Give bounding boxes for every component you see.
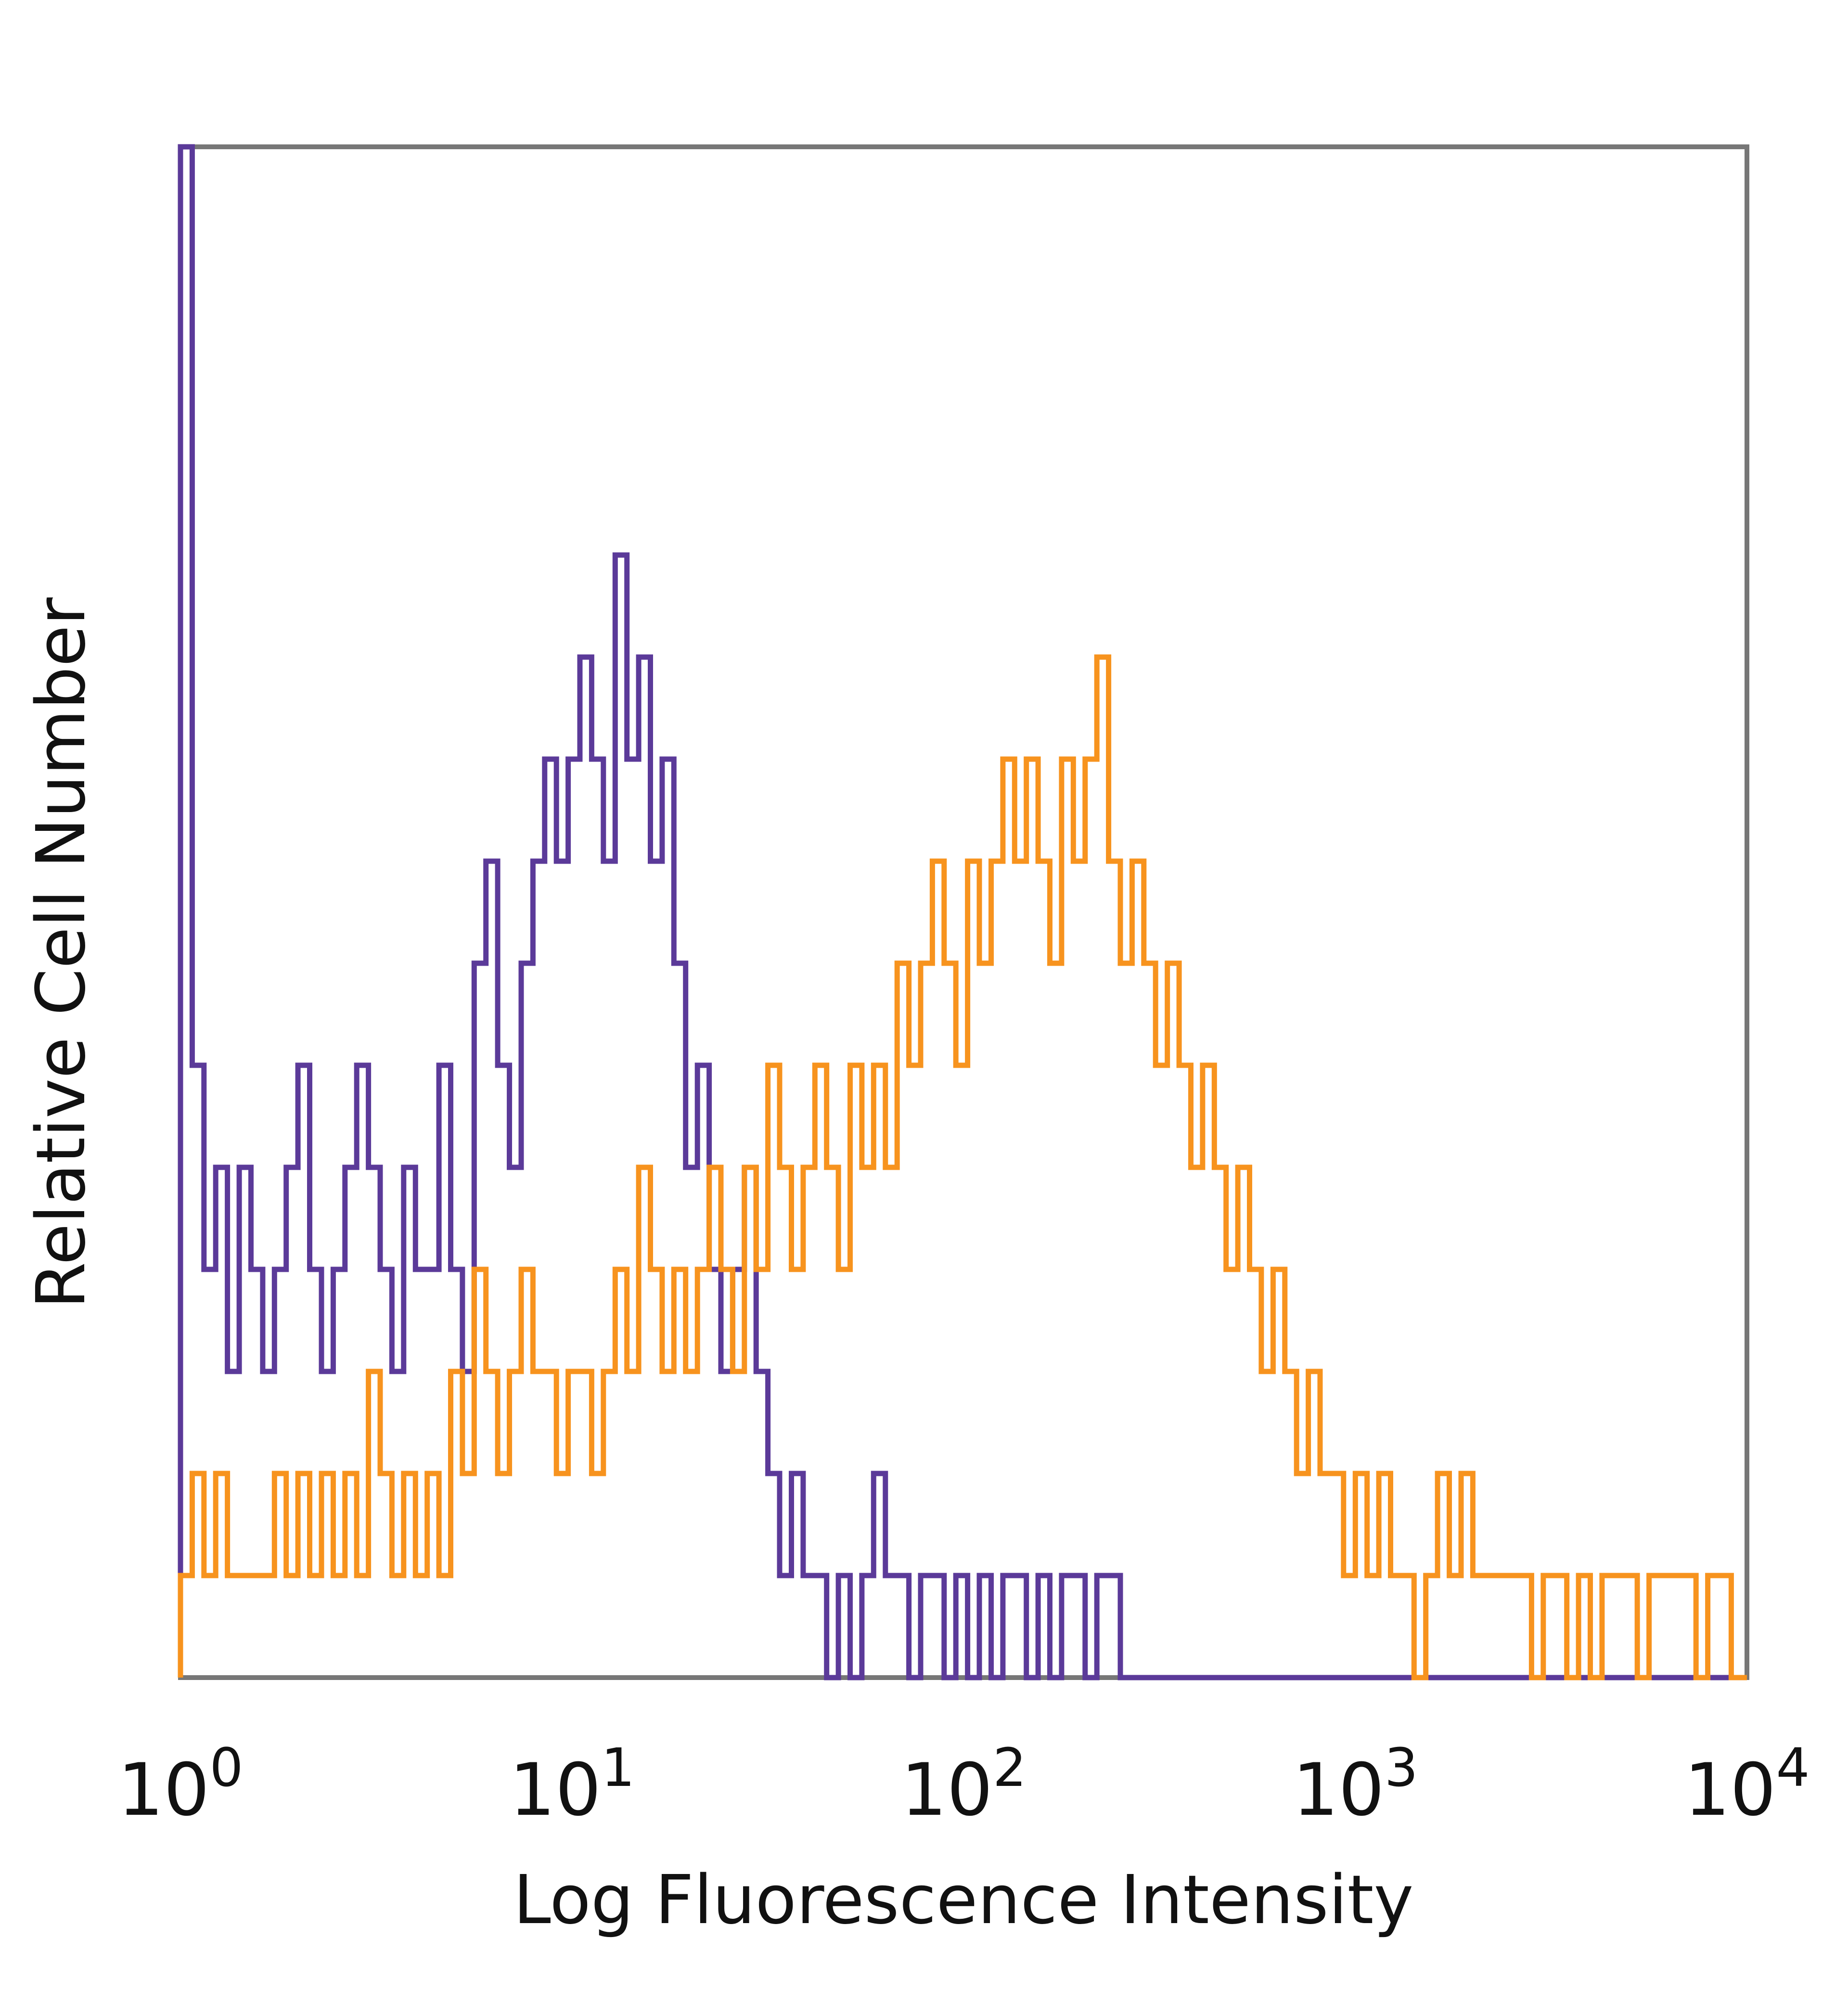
x-tick-base: 10 (509, 1748, 601, 1832)
x-tick-exponent: 1 (601, 1737, 635, 1798)
x-tick-base: 10 (118, 1748, 210, 1832)
purple-histogram-line (178, 144, 1747, 1680)
x-tick-label: 104 (1684, 1737, 1810, 1832)
orange-histogram-line (178, 654, 1747, 1680)
series-layer (178, 144, 1747, 1680)
x-tick-exponent: 3 (1385, 1737, 1418, 1798)
x-tick-base: 10 (1684, 1748, 1776, 1832)
y-axis-title: Relative Cell Number (22, 597, 101, 1309)
x-axis-title: Log Fluorescence Intensity (513, 1861, 1414, 1939)
x-axis-ticks: 100 101 102 103 104 (118, 1737, 1810, 1832)
x-tick-base: 10 (901, 1748, 993, 1832)
plot-frame (178, 144, 1749, 1680)
x-tick-exponent: 2 (993, 1737, 1027, 1798)
x-tick-exponent: 4 (1776, 1737, 1810, 1798)
x-tick-label: 102 (901, 1737, 1027, 1832)
x-tick-label: 103 (1293, 1737, 1418, 1832)
x-tick-label: 100 (118, 1737, 244, 1832)
x-tick-exponent: 0 (209, 1737, 243, 1798)
x-tick-base: 10 (1293, 1748, 1385, 1832)
x-tick-label: 101 (509, 1737, 635, 1832)
